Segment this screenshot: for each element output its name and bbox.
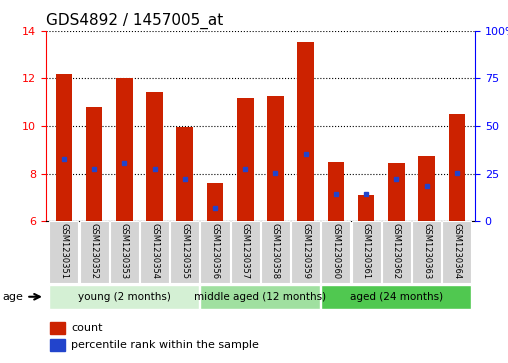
FancyBboxPatch shape bbox=[49, 285, 199, 309]
FancyBboxPatch shape bbox=[382, 221, 411, 283]
FancyBboxPatch shape bbox=[170, 221, 199, 283]
FancyBboxPatch shape bbox=[322, 285, 471, 309]
Text: GSM1230361: GSM1230361 bbox=[362, 223, 371, 280]
Bar bbox=[207, 183, 224, 221]
FancyBboxPatch shape bbox=[442, 221, 471, 283]
FancyBboxPatch shape bbox=[140, 221, 169, 283]
Text: GSM1230360: GSM1230360 bbox=[331, 223, 340, 280]
FancyBboxPatch shape bbox=[80, 221, 109, 283]
FancyBboxPatch shape bbox=[291, 221, 320, 283]
Text: GSM1230354: GSM1230354 bbox=[150, 223, 159, 279]
Bar bbox=[267, 96, 284, 221]
FancyBboxPatch shape bbox=[110, 221, 139, 283]
Bar bbox=[50, 322, 65, 334]
Text: percentile rank within the sample: percentile rank within the sample bbox=[72, 340, 260, 350]
Text: aged (24 months): aged (24 months) bbox=[350, 292, 443, 302]
FancyBboxPatch shape bbox=[261, 221, 290, 283]
Text: GSM1230364: GSM1230364 bbox=[452, 223, 461, 280]
FancyBboxPatch shape bbox=[231, 221, 260, 283]
Bar bbox=[176, 127, 193, 221]
FancyBboxPatch shape bbox=[201, 285, 320, 309]
Text: age: age bbox=[3, 291, 23, 302]
Bar bbox=[358, 195, 374, 221]
Bar bbox=[328, 162, 344, 221]
Bar bbox=[297, 42, 314, 221]
Bar bbox=[116, 78, 133, 221]
Bar bbox=[146, 91, 163, 221]
Text: GSM1230359: GSM1230359 bbox=[301, 223, 310, 279]
FancyBboxPatch shape bbox=[201, 221, 230, 283]
Text: GSM1230352: GSM1230352 bbox=[89, 223, 99, 279]
FancyBboxPatch shape bbox=[49, 221, 78, 283]
Bar bbox=[86, 107, 103, 221]
Text: GSM1230362: GSM1230362 bbox=[392, 223, 401, 280]
Text: middle aged (12 months): middle aged (12 months) bbox=[194, 292, 327, 302]
Text: GSM1230357: GSM1230357 bbox=[241, 223, 250, 280]
Bar bbox=[418, 156, 435, 221]
Text: GSM1230356: GSM1230356 bbox=[210, 223, 219, 280]
Text: young (2 months): young (2 months) bbox=[78, 292, 171, 302]
Text: GSM1230351: GSM1230351 bbox=[59, 223, 69, 279]
Bar bbox=[237, 98, 253, 221]
FancyBboxPatch shape bbox=[352, 221, 380, 283]
Bar bbox=[55, 74, 72, 221]
Bar bbox=[449, 114, 465, 221]
FancyBboxPatch shape bbox=[412, 221, 441, 283]
FancyBboxPatch shape bbox=[322, 221, 351, 283]
Text: GDS4892 / 1457005_at: GDS4892 / 1457005_at bbox=[46, 13, 223, 29]
Text: GSM1230358: GSM1230358 bbox=[271, 223, 280, 280]
Text: GSM1230363: GSM1230363 bbox=[422, 223, 431, 280]
Text: GSM1230355: GSM1230355 bbox=[180, 223, 189, 279]
Text: GSM1230353: GSM1230353 bbox=[120, 223, 129, 280]
Bar bbox=[50, 339, 65, 351]
Text: count: count bbox=[72, 323, 103, 333]
Bar bbox=[388, 163, 405, 221]
